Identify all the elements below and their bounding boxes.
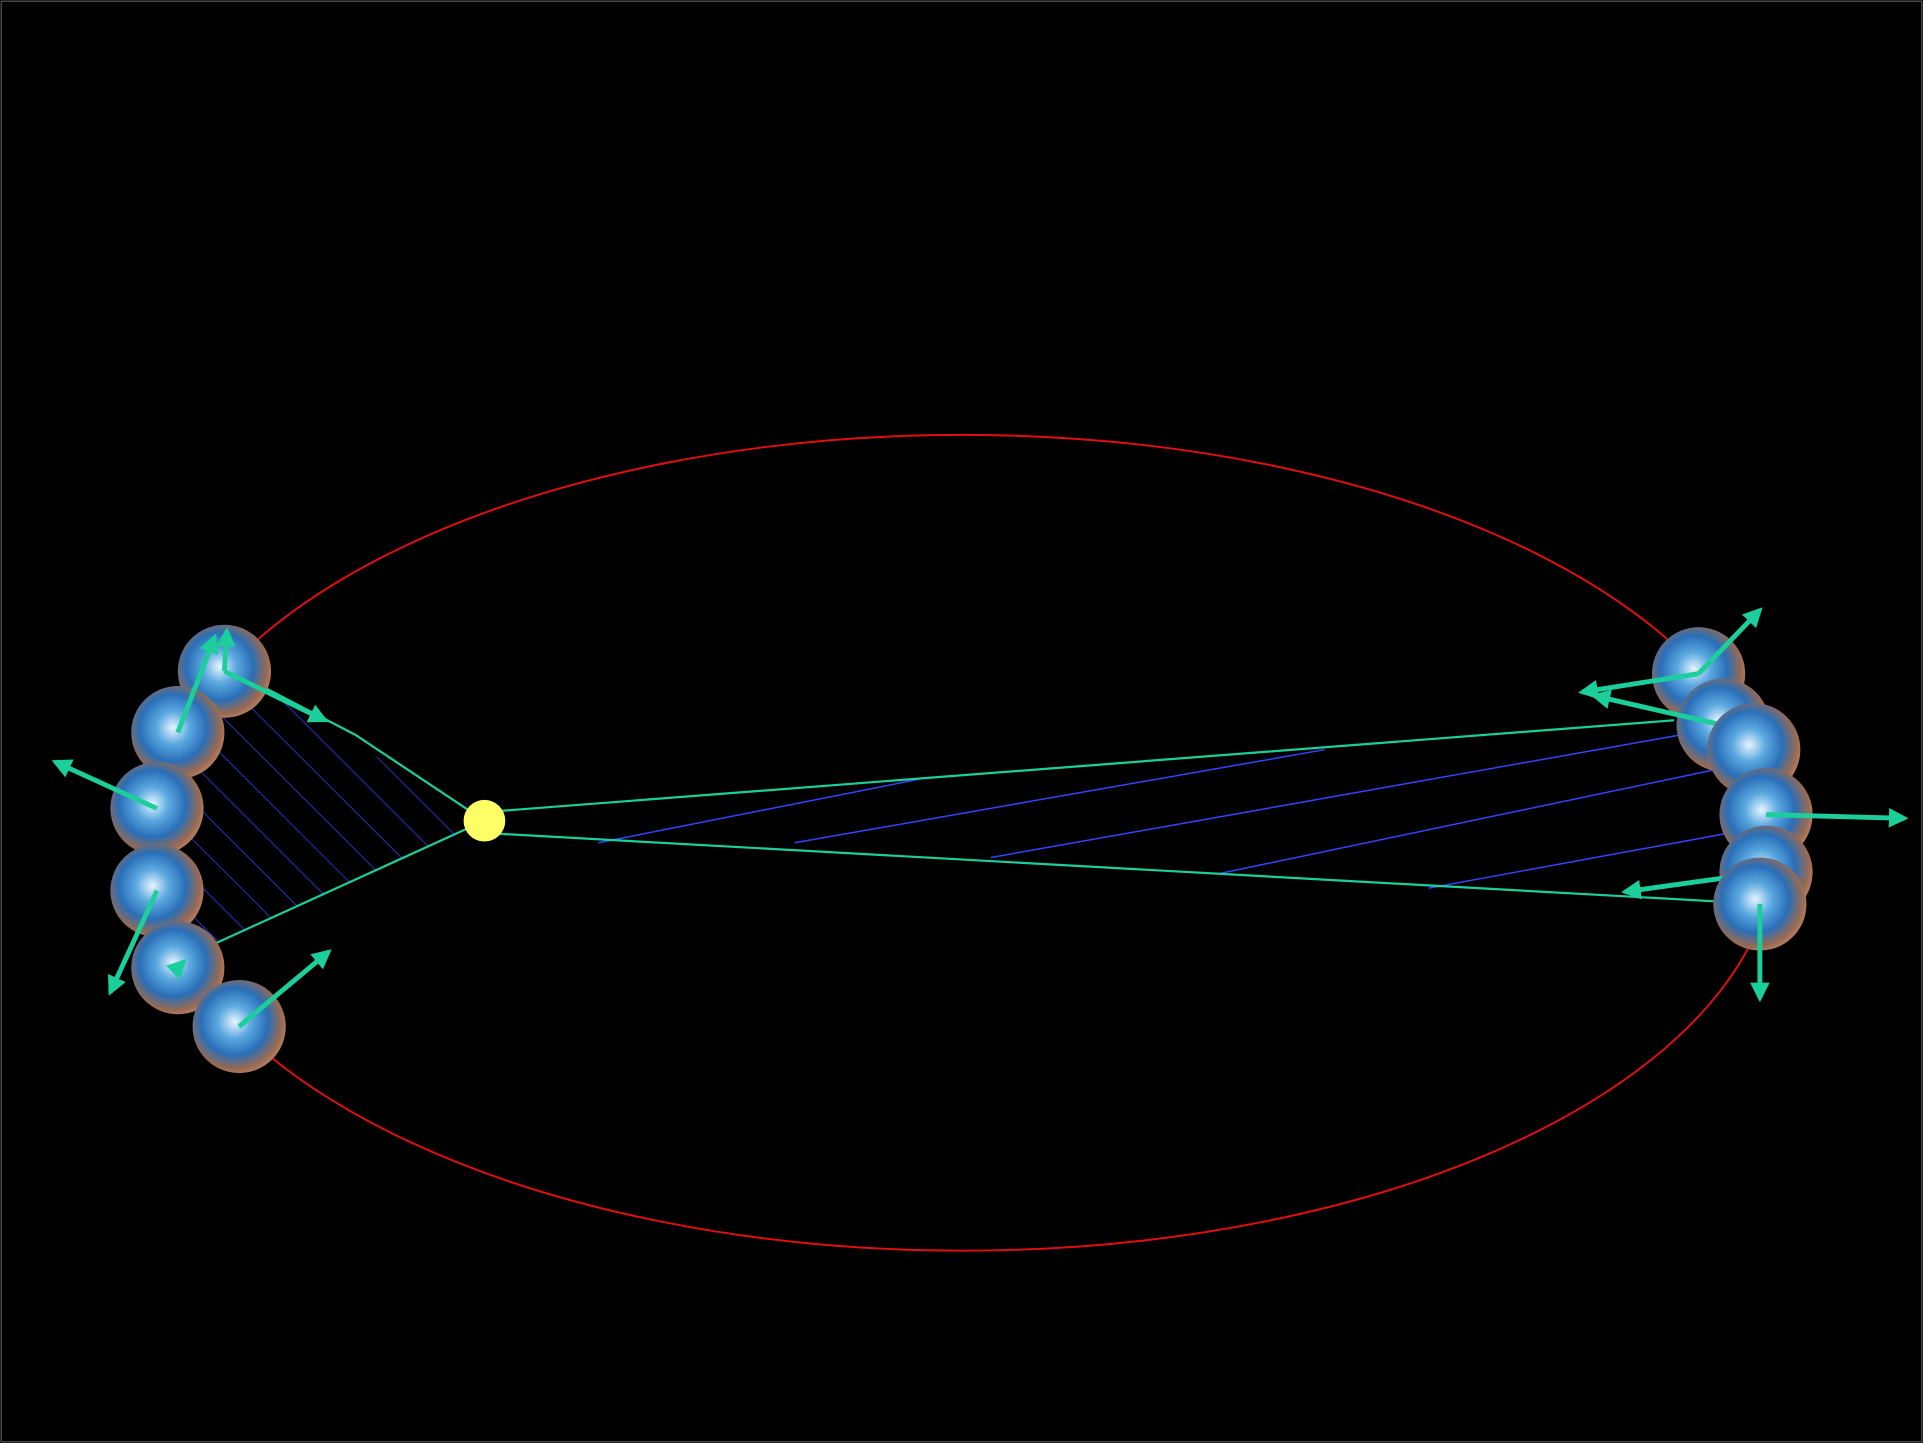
axis-arrow <box>1765 808 1909 828</box>
earth <box>131 685 225 780</box>
axis-arrow <box>1578 671 1699 700</box>
axis-arrow <box>216 626 236 672</box>
earth <box>110 761 204 856</box>
swept-area-right <box>598 734 1730 889</box>
axis-arrow <box>223 669 329 723</box>
axis-arrow <box>175 633 219 734</box>
swept-area-left <box>171 671 485 950</box>
axis-arrow <box>51 759 159 811</box>
axis-arrow <box>237 949 332 1029</box>
axis-arrow <box>107 889 160 996</box>
axis-arrow <box>1696 607 1763 676</box>
sun <box>463 799 506 842</box>
earths <box>51 607 1909 1074</box>
axis-arrow <box>165 958 187 980</box>
axis-arrow <box>1590 689 1724 728</box>
